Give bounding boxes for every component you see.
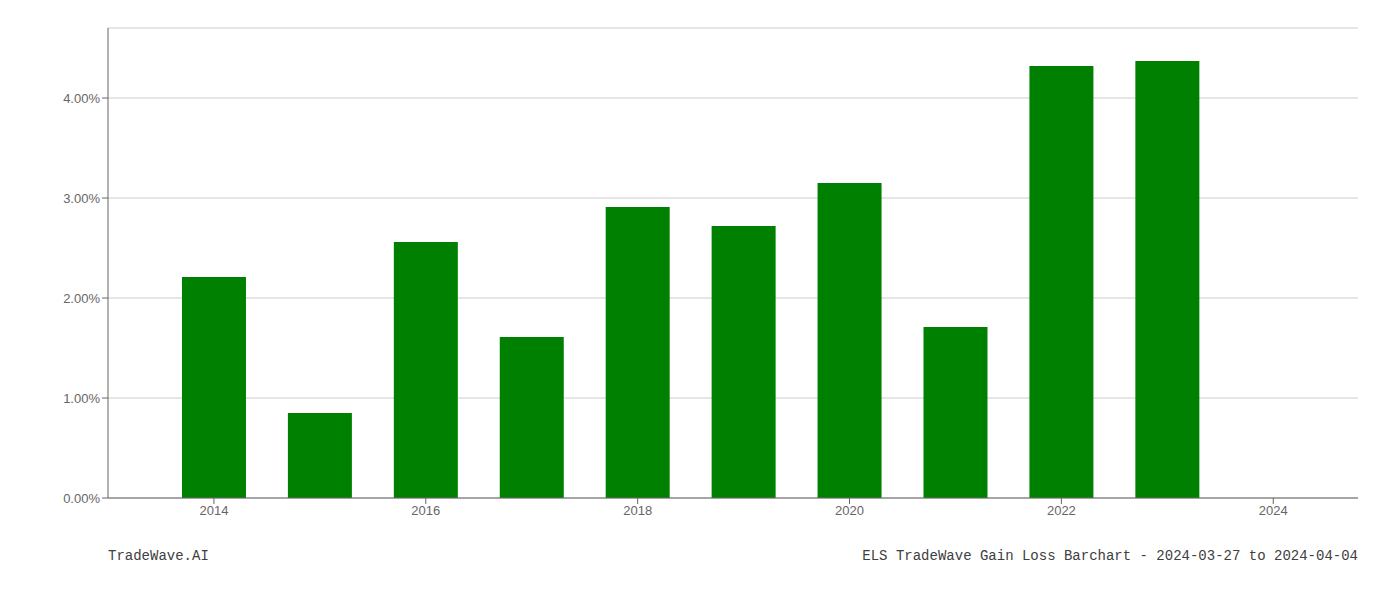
svg-text:2024: 2024 (1259, 503, 1288, 518)
svg-text:2.00%: 2.00% (63, 291, 100, 306)
html-text:TradeWave.AI: TradeWave.AI (108, 548, 209, 564)
svg-text:4.00%: 4.00% (63, 91, 100, 106)
svg-text:2014: 2014 (199, 503, 228, 518)
svg-text:2022: 2022 (1047, 503, 1076, 518)
svg-text:0.00%: 0.00% (63, 491, 100, 506)
svg-text:2020: 2020 (835, 503, 864, 518)
svg-text:2018: 2018 (623, 503, 652, 518)
svg-text:2016: 2016 (411, 503, 440, 518)
svg-text:1.00%: 1.00% (63, 391, 100, 406)
svg-text:3.00%: 3.00% (63, 191, 100, 206)
html-text:ELS TradeWave Gain Loss Barcha: ELS TradeWave Gain Loss Barchart - 2024-… (862, 548, 1358, 564)
